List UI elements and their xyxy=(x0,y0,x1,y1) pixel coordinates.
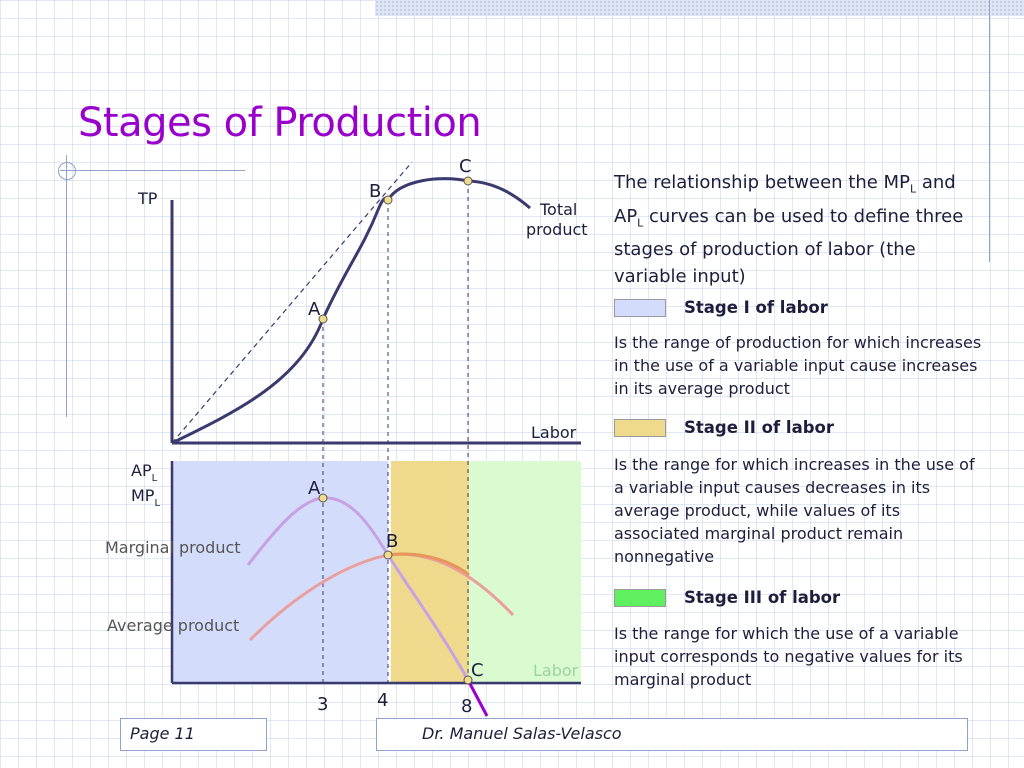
stage-1-region xyxy=(172,461,388,683)
footer-page-number: Page 11 xyxy=(130,724,195,743)
point-c-top-label: C xyxy=(459,156,472,177)
slide-title: Stages of Production xyxy=(78,100,482,146)
point-b-bottom xyxy=(383,550,393,560)
corner-circle-decoration xyxy=(58,162,76,180)
total-product-label-line1: Total xyxy=(539,200,577,219)
average-product-label: Average product xyxy=(107,616,239,635)
point-c-bottom-label: C xyxy=(471,660,484,681)
right-border-line xyxy=(989,0,990,262)
tp-axis-label: TP xyxy=(137,189,158,208)
point-a-bottom xyxy=(318,493,328,503)
point-b-bottom-label: B xyxy=(386,531,398,552)
intro-paragraph: The relationship between the MPL and APL… xyxy=(614,172,964,288)
stage-2-title: Stage II of labor xyxy=(684,418,835,437)
stage-1-title: Stage I of labor xyxy=(684,298,828,317)
header-decoration-band xyxy=(375,0,1024,16)
stage-2-swatch xyxy=(614,419,666,437)
stage-2-description: Is the range for which increases in the … xyxy=(614,455,975,566)
footer-page-box xyxy=(120,718,267,751)
point-c-top xyxy=(463,176,473,186)
stage-1-swatch xyxy=(614,299,666,317)
title-underline xyxy=(60,170,245,171)
point-a-top-label: A xyxy=(308,299,321,320)
stage-3-region xyxy=(469,461,581,683)
marginal-product-curve xyxy=(246,496,470,681)
x-tick-3: 3 xyxy=(317,694,328,715)
labor-label-top: Labor xyxy=(531,423,577,442)
footer-author-box xyxy=(376,718,968,751)
mp-axis-label: MPL xyxy=(131,486,160,509)
labor-label-bottom: Labor xyxy=(533,661,579,680)
point-a-bottom-label: A xyxy=(308,478,321,499)
footer-author: Dr. Manuel Salas-Velasco xyxy=(422,724,622,743)
ray-from-origin xyxy=(171,161,413,444)
average-marginal-overlap xyxy=(387,552,470,577)
stage-1-description: Is the range of production for which inc… xyxy=(614,333,982,398)
x-tick-8: 8 xyxy=(461,696,472,717)
point-c-bottom xyxy=(463,675,473,685)
point-a-top xyxy=(318,314,328,324)
total-product-label-line2: product xyxy=(526,220,588,239)
stage-2-region xyxy=(391,461,469,683)
point-b-top-label: B xyxy=(369,181,381,202)
left-border-line xyxy=(66,155,67,417)
stage-3-swatch xyxy=(614,589,666,607)
ap-axis-label: APL xyxy=(131,461,158,484)
marginal-product-label: Marginal product xyxy=(105,538,241,557)
point-b-top xyxy=(383,195,393,205)
marginal-product-negative xyxy=(466,679,489,717)
x-tick-4: 4 xyxy=(377,690,388,711)
stage-3-description: Is the range for which the use of a vari… xyxy=(614,624,963,689)
total-product-curve xyxy=(171,177,531,445)
stage-3-title: Stage III of labor xyxy=(684,588,841,607)
